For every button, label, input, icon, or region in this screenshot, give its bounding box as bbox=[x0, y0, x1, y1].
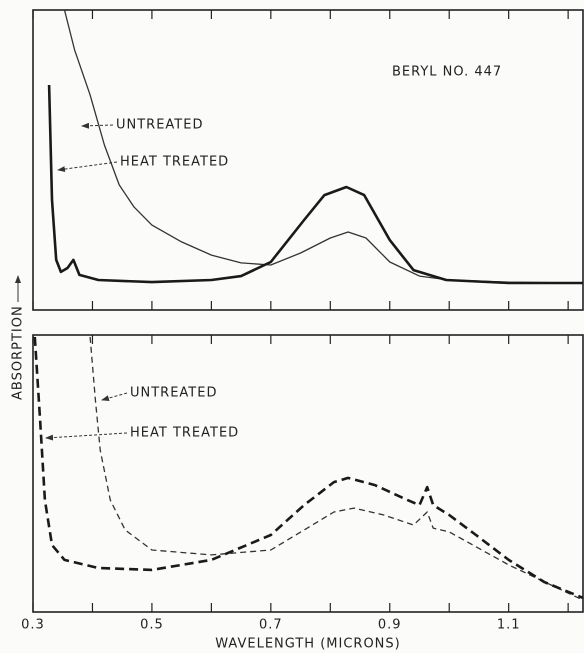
panel-frame bbox=[32, 334, 584, 613]
arrow bbox=[57, 161, 118, 173]
panel-frame bbox=[32, 9, 584, 311]
x-tick-label: 0.3 bbox=[21, 618, 45, 633]
line-series bbox=[89, 336, 583, 601]
line-series bbox=[63, 10, 583, 284]
x-tick-label: 0.5 bbox=[140, 618, 164, 633]
x-tick-label: 0.7 bbox=[259, 618, 283, 633]
line-series bbox=[33, 336, 583, 600]
annotation: BERYL NO. 447 bbox=[392, 65, 502, 80]
arrow bbox=[101, 392, 128, 402]
x-axis-label: WAVELENGTH (MICRONS) bbox=[215, 637, 400, 652]
arrow bbox=[81, 122, 114, 129]
annotation: UNTREATED bbox=[130, 386, 217, 401]
annotation: HEAT TREATED bbox=[130, 426, 239, 441]
annotation: UNTREATED bbox=[116, 118, 203, 133]
arrow bbox=[45, 432, 128, 441]
annotation: HEAT TREATED bbox=[120, 155, 229, 170]
y-axis-label: ABSORPTION bbox=[11, 305, 26, 400]
x-tick-label: 0.9 bbox=[378, 618, 402, 633]
x-tick-label: 1.1 bbox=[497, 618, 521, 633]
line-series bbox=[47, 84, 583, 285]
